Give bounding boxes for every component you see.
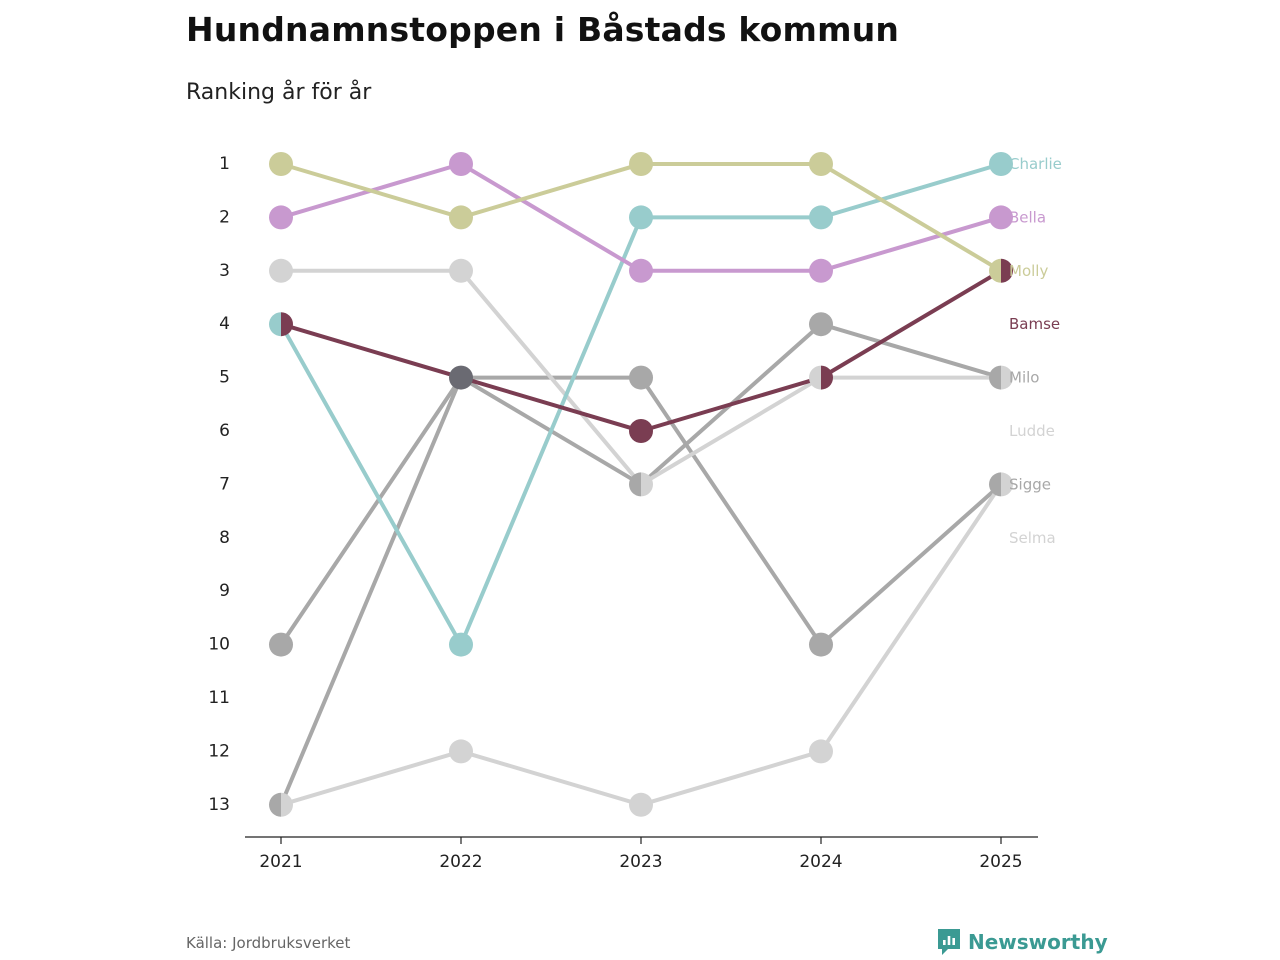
data-point-molly-2021 xyxy=(269,152,293,176)
data-point-bella-2025 xyxy=(989,205,1013,230)
y-tick-label: 8 xyxy=(219,528,230,548)
data-point-milo-selma-2021 xyxy=(269,792,293,817)
y-tick-label: 7 xyxy=(219,474,230,494)
chart-title: Hundnamnstoppen i Båstads kommun xyxy=(186,10,900,49)
data-point-milo-ludde-2023 xyxy=(629,472,653,497)
end-label-milo: Milo xyxy=(1009,369,1039,387)
y-tick-label: 12 xyxy=(208,741,230,761)
data-point-sigge-2024 xyxy=(809,632,833,657)
data-point-charlie-bamse-2021 xyxy=(269,312,293,337)
series-line-milo xyxy=(279,322,1003,807)
data-point-ludde-2021 xyxy=(269,258,293,283)
data-point-bella-2021 xyxy=(269,205,293,230)
x-axis-ticks: 2021 2022 2023 2024 2025 xyxy=(259,837,1023,872)
series-line-charlie xyxy=(279,162,1003,647)
data-point-sigge-2021 xyxy=(269,632,293,657)
data-point-ludde-2022 xyxy=(449,258,473,283)
end-label-bamse: Bamse xyxy=(1009,315,1060,333)
y-tick-label: 6 xyxy=(219,421,230,441)
data-point-charlie-2024 xyxy=(809,205,833,230)
data-point-ludde-bamse-2024 xyxy=(809,365,834,390)
data-point-sigge-selma-2025 xyxy=(989,472,1014,497)
series-line-sigge xyxy=(279,375,1003,647)
series-line-selma xyxy=(279,482,1003,807)
chart-subtitle: Ranking år för år xyxy=(186,80,372,105)
end-label-molly: Molly xyxy=(1009,262,1048,280)
y-tick-label: 3 xyxy=(219,261,230,281)
source-note: Källa: Jordbruksverket xyxy=(186,934,351,952)
data-point-charlie-2025 xyxy=(989,152,1013,176)
brand-name: Newsworthy xyxy=(968,930,1108,954)
data-point-molly-2024 xyxy=(809,152,833,176)
x-tick-label: 2022 xyxy=(439,852,482,872)
data-point-charlie-2022 xyxy=(449,632,473,657)
data-point-bella-2024 xyxy=(809,258,833,283)
data-point-molly-2023 xyxy=(629,152,653,176)
data-point-molly-bamse-2025 xyxy=(989,258,1014,283)
y-tick-label: 1 xyxy=(219,154,230,174)
y-tick-label: 4 xyxy=(219,314,230,334)
end-label-selma: Selma xyxy=(1009,529,1056,547)
x-tick-label: 2023 xyxy=(619,852,662,872)
data-point-milo-ludde-2025 xyxy=(989,365,1014,390)
end-labels: Charlie Bella Molly Bamse Milo Ludde Sigge Selm… xyxy=(1009,155,1062,547)
y-tick-label: 11 xyxy=(208,688,230,708)
data-point-selma-2024 xyxy=(809,739,833,764)
data-point-bella-2023 xyxy=(629,258,653,283)
data-point-bamse-2023 xyxy=(629,419,653,443)
data-point-selma-2022 xyxy=(449,739,473,764)
end-label-ludde: Ludde xyxy=(1009,422,1055,440)
end-label-sigge: Sigge xyxy=(1009,475,1051,493)
x-tick-label: 2025 xyxy=(979,852,1022,872)
data-point-selma-2023 xyxy=(629,792,653,817)
data-point-sigge-2023 xyxy=(629,365,653,390)
y-tick-label: 5 xyxy=(219,368,230,388)
data-point-bella-2022 xyxy=(449,152,473,176)
data-point-charlie-2023 xyxy=(629,205,653,230)
x-tick-label: 2021 xyxy=(259,852,302,872)
end-label-bella: Bella xyxy=(1009,208,1046,226)
x-tick-label: 2024 xyxy=(799,852,842,872)
y-tick-label: 9 xyxy=(219,581,230,601)
series-line-bamse xyxy=(279,268,1003,433)
series-points xyxy=(269,152,1014,817)
y-tick-label: 10 xyxy=(208,635,230,655)
end-label-charlie: Charlie xyxy=(1009,155,1062,173)
newsworthy-logo-icon xyxy=(938,929,960,955)
brand[interactable]: Newsworthy xyxy=(936,927,1108,957)
data-point-sigge-milo-bamse-2022 xyxy=(449,365,473,390)
y-tick-label: 2 xyxy=(219,207,230,227)
data-point-molly-2022 xyxy=(449,205,473,230)
y-tick-label: 13 xyxy=(208,795,230,815)
data-point-milo-2024 xyxy=(809,312,833,337)
